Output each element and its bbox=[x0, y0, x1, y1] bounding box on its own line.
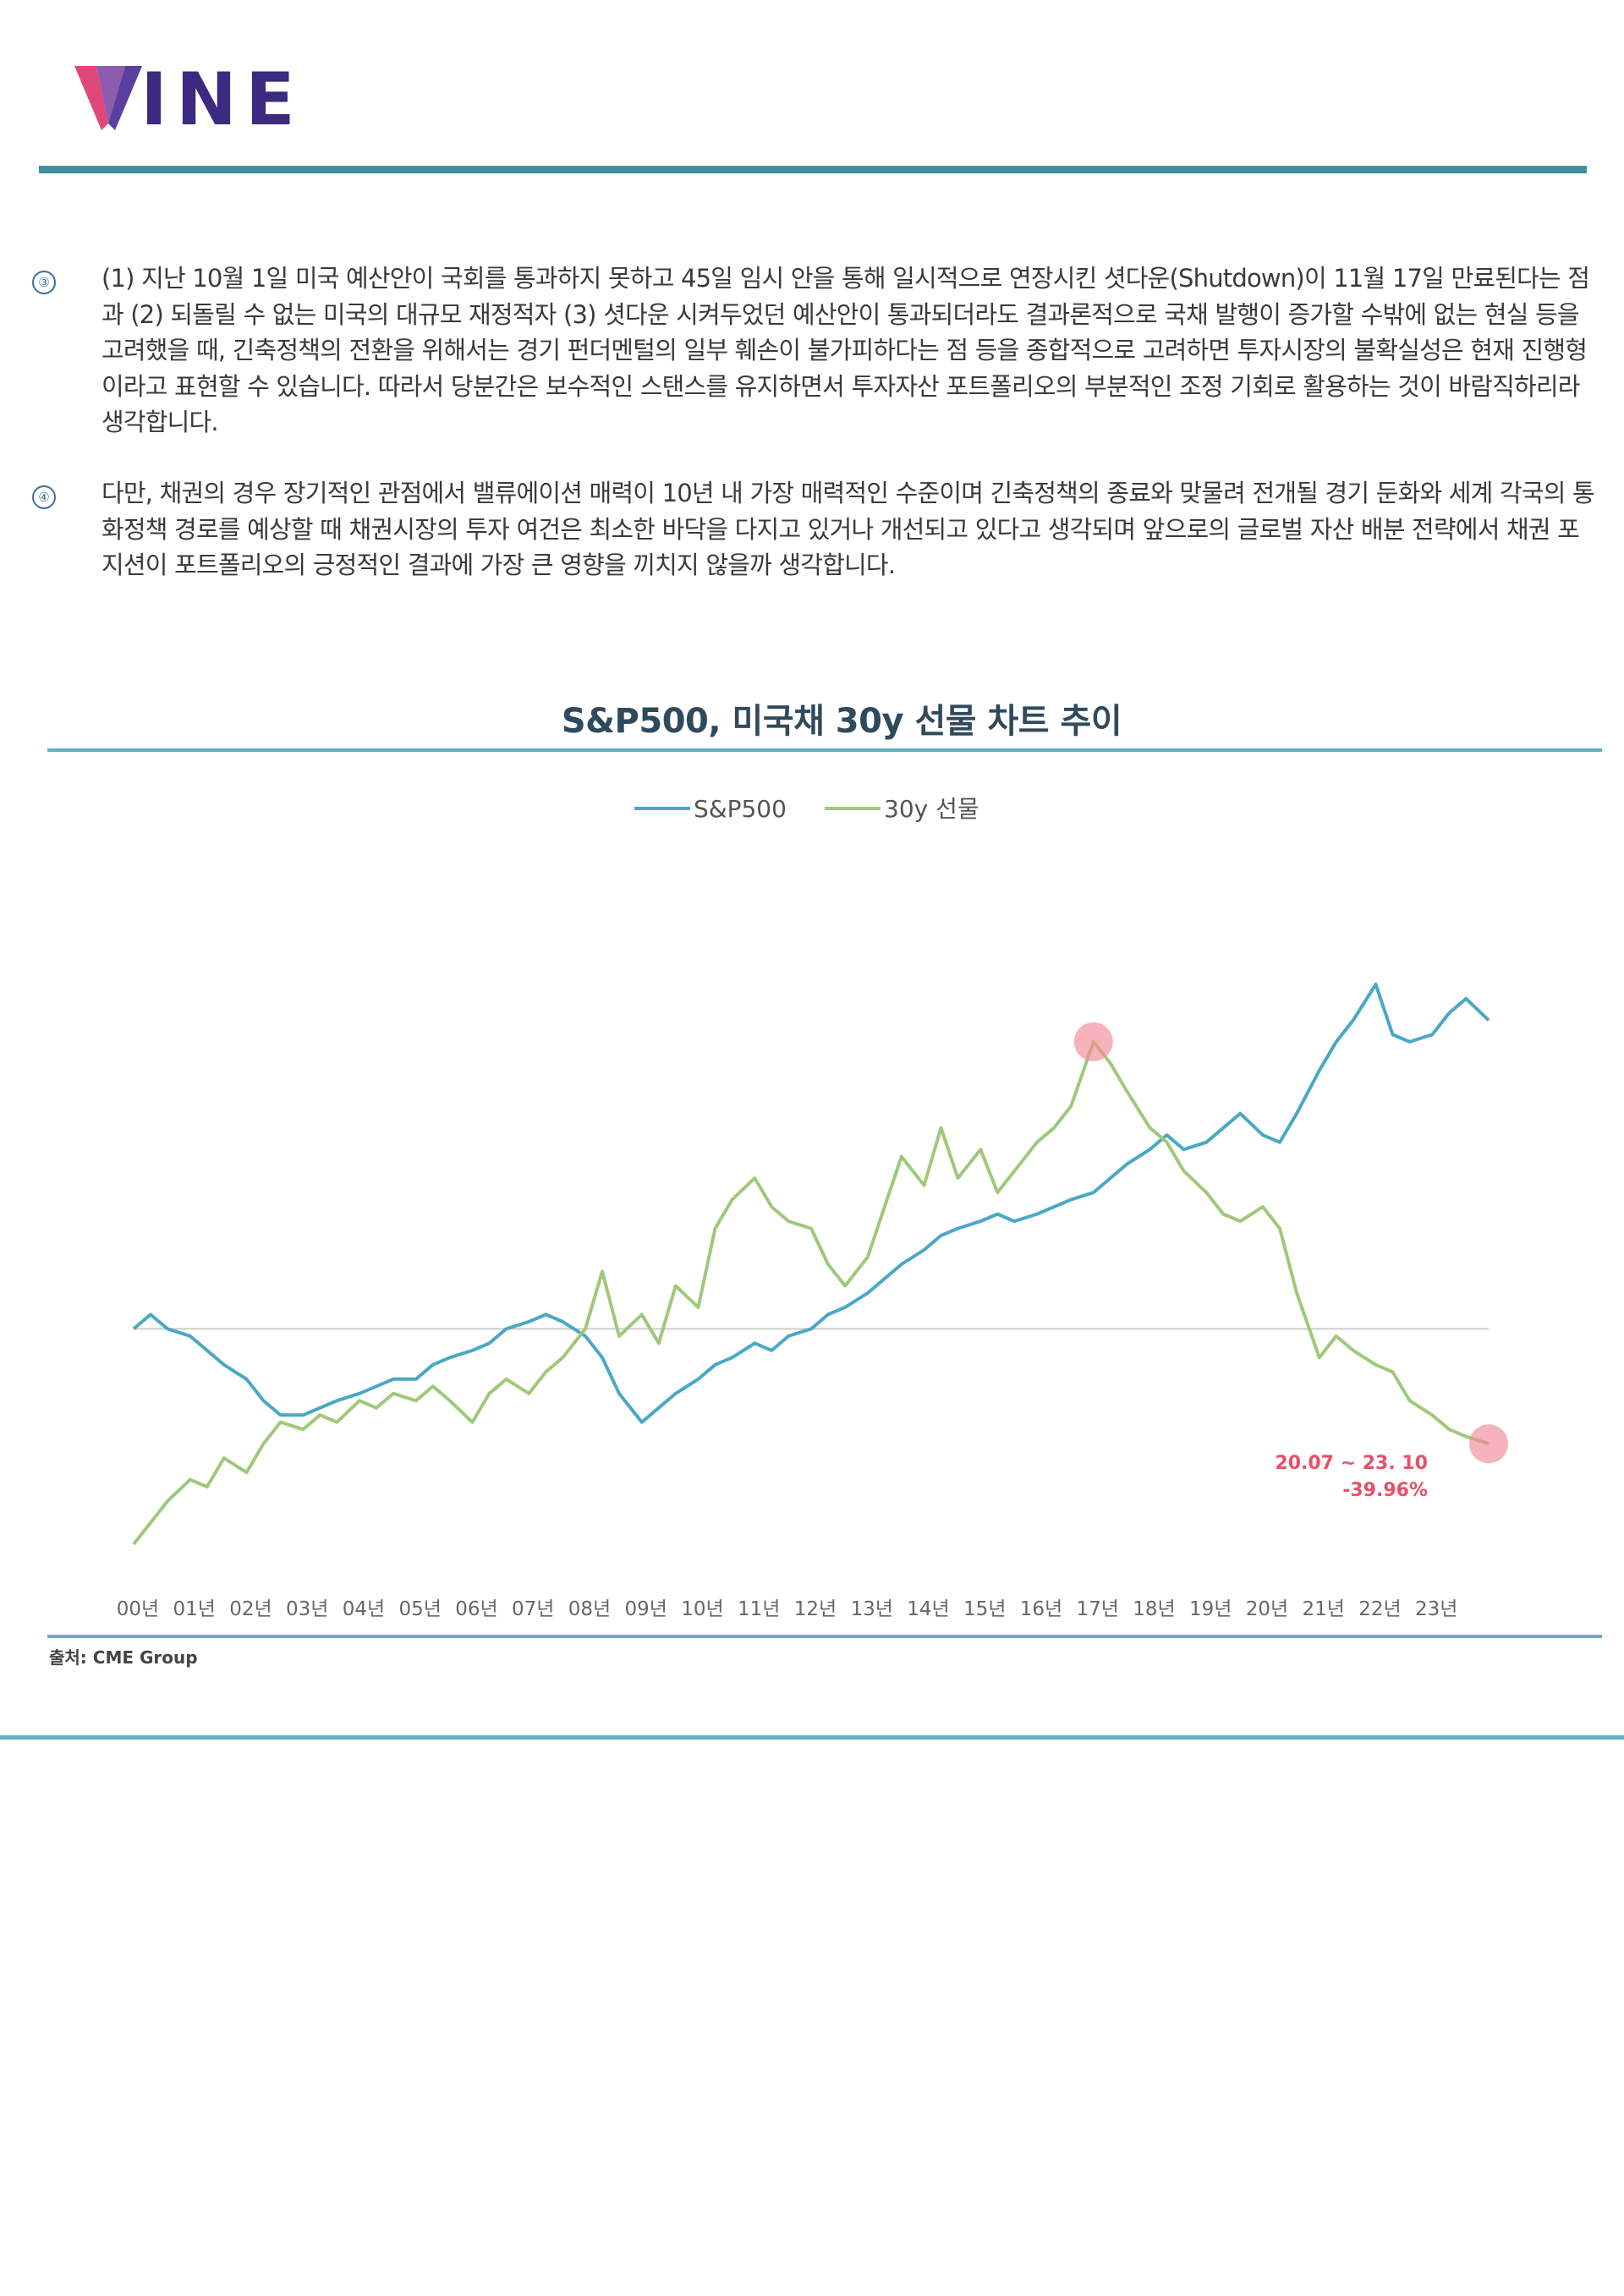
paragraph-text: (1) 지난 10월 1일 미국 예산안이 국회를 통과하지 못하고 45일 임… bbox=[102, 264, 1590, 436]
series-line-1 bbox=[132, 1039, 1490, 1546]
annotation-period: 20.07 ~ 23. 10 bbox=[1275, 1453, 1428, 1474]
x-tick-label: 05년 bbox=[399, 1598, 442, 1620]
annotation-change: -39.96% bbox=[1342, 1480, 1428, 1501]
x-tick-label: 17년 bbox=[1077, 1598, 1119, 1620]
chart-bottom-divider bbox=[47, 1635, 1602, 1638]
x-tick-label: 15년 bbox=[963, 1598, 1006, 1620]
chart-source: 출처: CME Group bbox=[49, 1647, 198, 1668]
x-tick-label: 07년 bbox=[512, 1598, 554, 1620]
x-tick-label: 21년 bbox=[1303, 1598, 1345, 1620]
chart-title: S&P500, 미국채 30y 선물 차트 추이 bbox=[561, 702, 1122, 741]
logo-v-icon bbox=[74, 66, 142, 130]
x-tick-label: 04년 bbox=[343, 1598, 385, 1620]
header-divider bbox=[39, 166, 1587, 173]
x-tick-label: 00년 bbox=[117, 1598, 159, 1620]
x-tick-label: 20년 bbox=[1246, 1598, 1288, 1620]
trough-marker bbox=[1469, 1424, 1508, 1464]
x-tick-label: 06년 bbox=[455, 1598, 497, 1620]
x-tick-label: 18년 bbox=[1133, 1598, 1175, 1620]
peak-marker bbox=[1073, 1022, 1113, 1061]
x-tick-label: 01년 bbox=[173, 1598, 216, 1620]
chart-top-divider bbox=[47, 748, 1602, 752]
paragraph-text: 다만, 채권의 경우 장기적인 관점에서 밸류에이션 매력이 10년 내 가장 … bbox=[102, 479, 1595, 579]
footer-divider bbox=[0, 1735, 1624, 1740]
x-tick-label: 14년 bbox=[907, 1598, 949, 1620]
x-tick-label: 09년 bbox=[625, 1598, 667, 1620]
x-tick-label: 02년 bbox=[229, 1598, 272, 1620]
vine-logo: INE bbox=[74, 61, 295, 139]
x-tick-label: 10년 bbox=[681, 1598, 723, 1620]
legend-label-1: 30y 선물 bbox=[884, 795, 979, 823]
x-tick-label: 03년 bbox=[286, 1598, 328, 1620]
legend-label-0: S&P500 bbox=[694, 795, 787, 823]
x-tick-label: 19년 bbox=[1189, 1598, 1232, 1620]
x-tick-label: 23년 bbox=[1415, 1598, 1457, 1620]
paragraph-marker: ④ bbox=[32, 485, 56, 509]
series-line-0 bbox=[132, 983, 1490, 1424]
page-header: INE bbox=[0, 0, 1624, 178]
paragraph-marker: ③ bbox=[32, 271, 56, 294]
x-tick-label: 16년 bbox=[1020, 1598, 1062, 1620]
logo-text: INE bbox=[140, 58, 304, 142]
x-tick-label: 08년 bbox=[568, 1598, 611, 1620]
x-tick-label: 11년 bbox=[738, 1598, 780, 1620]
x-tick-label: 12년 bbox=[794, 1598, 837, 1620]
x-tick-label: 13년 bbox=[851, 1598, 893, 1620]
x-tick-label: 22년 bbox=[1358, 1598, 1401, 1620]
line-chart: S&P500 30y 선물 20.07 ~ 23. 10 -39.96% 00년 01년 0… bbox=[117, 795, 1508, 1620]
